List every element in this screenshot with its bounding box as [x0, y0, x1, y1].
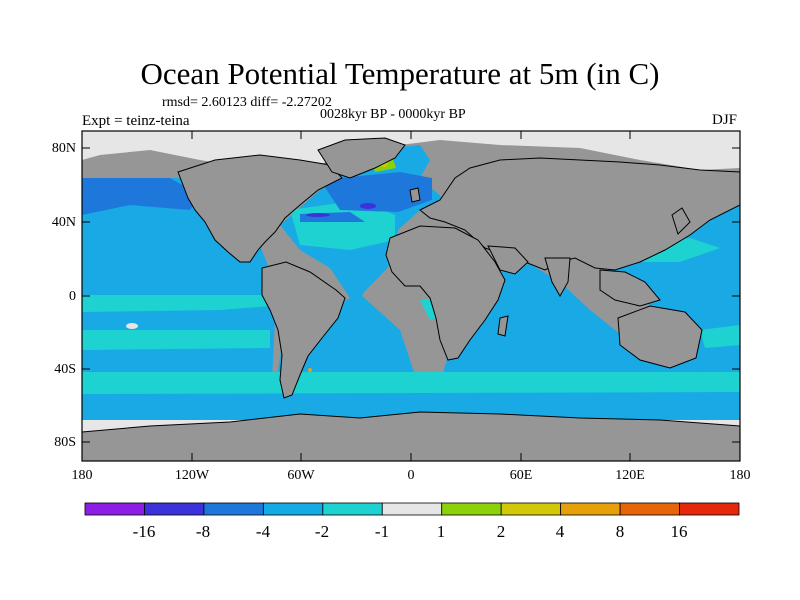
africa — [385, 225, 506, 361]
lat-label: 80S — [54, 435, 76, 450]
map-area — [82, 131, 740, 461]
season-label: DJF — [712, 112, 738, 128]
colorbar-label: 8 — [615, 522, 625, 541]
lon-label: 120E — [615, 468, 645, 483]
colorbar-swatch — [84, 502, 145, 516]
japan — [671, 207, 691, 235]
lat-label: 80N — [51, 141, 76, 156]
colorbar-swatch — [322, 502, 383, 516]
axis-ticks — [81, 131, 741, 461]
colorbar-label: 2 — [496, 522, 506, 541]
colorbar-label: -1 — [374, 522, 390, 541]
colorbar-swatch — [560, 502, 621, 516]
statistics-label: rmsd= 2.60123 diff= -2.27202 — [162, 95, 332, 110]
colorbar-label: -16 — [132, 522, 156, 541]
continents — [82, 137, 740, 461]
arabian-peninsula — [487, 245, 529, 275]
colorbar-label: 1 — [436, 522, 446, 541]
colorbar-swatch — [144, 502, 205, 516]
india — [544, 257, 571, 298]
colorbar-label: -8 — [195, 522, 211, 541]
very-strong-cooling-zones — [306, 203, 376, 217]
lon-label: 120W — [174, 468, 210, 483]
north-america — [177, 154, 343, 263]
lat-label: 40S — [54, 362, 76, 377]
colorbar-swatch — [500, 502, 562, 516]
colorbar-swatch — [203, 502, 264, 516]
lat-label: 0 — [69, 289, 76, 304]
colorbar-swatch — [619, 502, 680, 516]
lon-label: 60W — [287, 468, 315, 483]
southeast-asia — [599, 269, 661, 307]
lon-label: 180 — [71, 468, 93, 483]
time-period-label: 0028kyr BP - 0000kyr BP — [320, 107, 466, 122]
colorbar-label: -4 — [255, 522, 271, 541]
colorbar-swatch — [441, 502, 502, 516]
south-america — [261, 261, 346, 399]
madagascar — [497, 315, 509, 337]
lat-label: 40N — [51, 215, 76, 230]
lon-label: 180 — [729, 468, 751, 483]
greenland — [317, 137, 406, 179]
experiment-label: Expt = teinz-teina — [82, 113, 190, 129]
colorbar — [84, 502, 740, 516]
colorbar-swatch — [381, 502, 443, 516]
colorbar-swatch — [679, 502, 740, 516]
colorbar-label: 4 — [555, 522, 565, 541]
antarctica — [82, 411, 740, 461]
lon-label: 0 — [407, 468, 415, 483]
british-isles — [409, 187, 421, 203]
colorbar-label: -2 — [314, 522, 330, 541]
map-title: Ocean Potential Temperature at 5m (in C) — [140, 56, 660, 91]
lon-label: 60E — [509, 468, 533, 483]
colorbar-label: 16 — [670, 522, 688, 541]
australia — [617, 305, 703, 369]
colorbar-swatch — [262, 502, 324, 516]
